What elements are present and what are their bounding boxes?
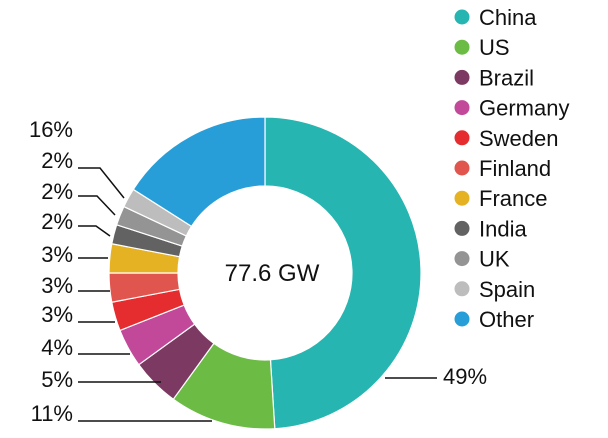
legend-item-brazil: Brazil: [454, 65, 534, 90]
legend-label-germany: Germany: [479, 96, 569, 121]
slice-china: [264, 116, 422, 430]
data-labels: 49% 11% 5% 4% 3% 3% 3% 2% 2% 2% 16%: [29, 117, 487, 426]
legend-marker-uk: [454, 251, 470, 267]
legend-marker-finland: [454, 160, 470, 176]
legend-label-us: US: [479, 35, 510, 60]
data-label-finland: 3%: [41, 273, 73, 298]
data-label-france: 3%: [41, 242, 73, 267]
legend-marker-us: [454, 39, 470, 55]
leader-line-india: [78, 225, 111, 237]
legend-item-china: China: [454, 5, 537, 30]
data-label-china: 49%: [443, 364, 487, 389]
leader-line-spain: [78, 167, 125, 199]
legend-item-finland: Finland: [454, 156, 551, 181]
data-label-other: 16%: [29, 117, 73, 142]
legend-item-us: US: [454, 35, 510, 60]
legend-item-france: France: [454, 186, 547, 211]
data-label-germany: 4%: [41, 335, 73, 360]
chart-slices: [108, 116, 422, 430]
legend-label-india: India: [479, 216, 527, 241]
data-label-us: 11%: [31, 401, 73, 426]
legend-label-brazil: Brazil: [479, 65, 534, 90]
legend-label-china: China: [479, 5, 537, 30]
legend-marker-china: [454, 9, 470, 25]
legend-marker-spain: [454, 281, 470, 297]
data-label-brazil: 5%: [41, 367, 73, 392]
legend-item-spain: Spain: [454, 277, 535, 302]
legend-item-uk: UK: [454, 247, 510, 272]
legend-label-spain: Spain: [479, 277, 535, 302]
legend-label-uk: UK: [479, 247, 510, 272]
legend-item-sweden: Sweden: [454, 126, 559, 151]
center-label: 77.6 GW: [225, 260, 320, 287]
data-label-spain: 2%: [41, 148, 73, 173]
label-leader-lines: [78, 167, 437, 422]
legend-item-other: Other: [454, 307, 534, 332]
legend-label-france: France: [479, 186, 547, 211]
legend-marker-india: [454, 220, 470, 236]
legend-label-finland: Finland: [479, 156, 551, 181]
legend-marker-brazil: [454, 69, 470, 85]
leader-line-uk: [78, 195, 116, 216]
data-label-sweden: 3%: [41, 302, 73, 327]
legend-marker-other: [454, 311, 470, 327]
legend: China US Brazil Germany Sweden Finland France I…: [454, 5, 569, 332]
legend-marker-france: [454, 190, 470, 206]
legend-marker-germany: [454, 100, 470, 116]
legend-label-sweden: Sweden: [479, 126, 559, 151]
legend-item-india: India: [454, 216, 527, 241]
legend-item-germany: Germany: [454, 96, 569, 121]
legend-label-other: Other: [479, 307, 534, 332]
data-label-uk: 2%: [41, 179, 73, 204]
legend-marker-sweden: [454, 130, 470, 146]
data-label-india: 2%: [41, 209, 73, 234]
slice-other: [132, 116, 266, 228]
